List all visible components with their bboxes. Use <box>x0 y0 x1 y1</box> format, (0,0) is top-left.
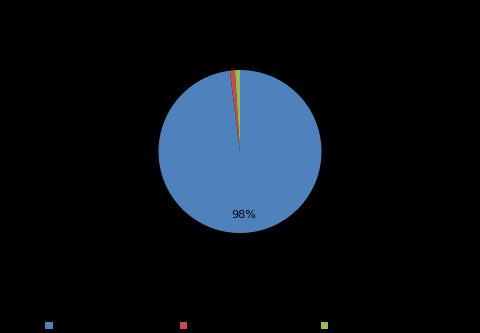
Wedge shape <box>230 70 240 152</box>
Wedge shape <box>235 70 240 152</box>
Text: 98%: 98% <box>231 210 256 220</box>
Wedge shape <box>158 70 322 233</box>
Legend: Wages & Salaries, Employee Benefits, Operating Expenses: Wages & Salaries, Employee Benefits, Ope… <box>45 321 435 331</box>
